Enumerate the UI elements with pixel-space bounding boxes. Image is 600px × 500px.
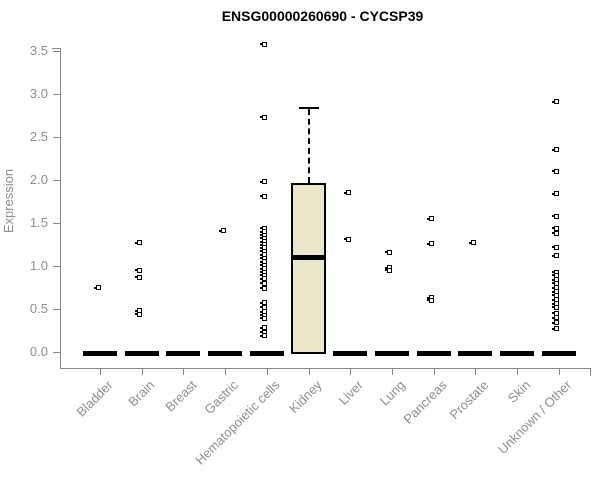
x-tick [266,368,268,375]
outlier-point [552,253,560,259]
outlier-point [260,41,268,47]
x-tick-label: Kidney [285,377,325,417]
whisker [307,108,310,183]
x-tick-label: Pancreas [400,377,450,427]
outlier-point [468,240,476,246]
outlier-point [552,191,560,197]
outlier-point [552,315,560,321]
y-tick-label: 2.5 [29,129,48,144]
outlier-point [385,267,393,273]
y-tick-label: 0.5 [29,301,48,316]
x-tick-label: Bladder [73,377,116,420]
median-line [293,254,324,260]
y-tick [53,51,60,52]
outlier-point [135,274,143,280]
y-axis-end-cap [52,48,60,49]
x-tick-label: Prostate [446,377,492,423]
outlier-point [218,228,226,234]
outlier-point [552,326,560,332]
zero-box [166,351,201,356]
x-tick-label: Lung [376,377,408,409]
y-tick [53,352,60,353]
outlier-point [260,333,268,339]
x-axis-line [60,368,590,369]
x-tick [183,368,185,375]
y-tick [53,94,60,95]
x-tick-label: Unknown / Other [495,377,575,457]
x-tick-label: Brain [125,377,158,410]
outlier-point [260,285,268,291]
outlier-point [427,297,435,303]
x-tick [141,368,143,375]
x-tick [350,368,352,375]
x-tick [391,368,393,375]
zero-box [124,351,159,356]
y-tick [53,266,60,267]
x-tick [225,368,227,375]
y-tick-label: 1.5 [29,215,48,230]
x-tick-label: Hematopoietic cells [192,377,283,468]
y-tick [53,309,60,310]
zero-box [458,351,493,356]
zero-box [208,351,243,356]
x-tick [475,368,477,375]
x-tick-label: Gastric [201,377,242,418]
outlier-point [135,267,143,273]
outlier-point [552,213,560,219]
box [291,182,326,354]
outlier-point [343,236,351,242]
outlier-point [552,225,560,231]
y-axis-line [60,48,61,368]
y-tick-label: 3.0 [29,86,48,101]
x-axis-end-cap [590,368,591,376]
whisker-cap [298,106,319,109]
outlier-point [260,315,268,321]
x-tick [100,368,101,375]
x-tick [517,368,518,375]
outlier-point [260,179,268,185]
outlier-point [343,190,351,196]
x-tick-label: Skin [504,377,533,406]
outlier-point [260,193,268,199]
outlier-point [135,311,143,317]
outlier-point [260,280,268,286]
x-tick [308,368,310,375]
outlier-point [552,320,560,326]
outlier-point [260,114,268,120]
outlier-point [552,147,560,153]
zero-box [249,351,284,356]
zero-box [541,351,576,356]
zero-box [416,351,451,356]
outlier-point [427,216,435,222]
x-tick-label: Breast [162,377,200,415]
y-tick-label: 3.5 [29,43,48,58]
x-tick [433,368,435,375]
outlier-point [427,241,435,247]
y-tick-label: 1.0 [29,258,48,273]
y-tick [53,180,60,181]
zero-box [83,351,117,356]
y-tick [53,223,60,224]
zero-box [500,351,534,356]
chart-title: ENSG00000260690 - CYCSP39 [221,8,424,24]
y-tick-label: 0.0 [29,344,48,359]
x-tick-label: Liver [335,377,367,408]
outlier-point [552,168,560,174]
zero-box [333,351,368,356]
outlier-point [552,99,560,105]
outlier-point [552,304,560,310]
y-tick [53,137,60,138]
zero-box [374,351,409,356]
outlier-point [552,230,560,236]
outlier-point [93,285,101,290]
outlier-point [552,244,560,250]
x-tick [558,368,560,375]
outlier-point [385,249,393,255]
outlier-point [135,240,143,246]
y-tick-label: 2.0 [29,172,48,187]
